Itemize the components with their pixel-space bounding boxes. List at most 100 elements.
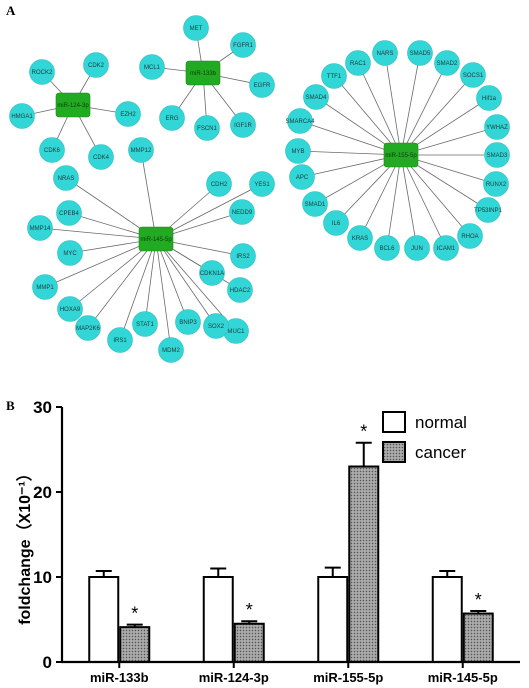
bar-normal-mir-155-5p xyxy=(317,576,349,663)
target-node-circle xyxy=(32,274,58,300)
y-axis-label: foldchange（X10⁻¹） xyxy=(16,465,34,625)
bar-chart: * * * * 0 10 20 30 miR-133b miR-124-3p miR-155-5p… xyxy=(16,398,520,685)
target-node-label: CDK2 xyxy=(88,63,105,69)
target-node-circle xyxy=(75,315,101,341)
target-node-myc: MYC xyxy=(57,240,83,266)
target-node-smarca4: SMARCA4 xyxy=(285,108,315,134)
target-node-label: IL6 xyxy=(332,221,341,227)
hub-node-mir-145-5p: miR-145-5p xyxy=(138,226,174,252)
target-node-circle xyxy=(230,243,256,269)
y-tick-label: 20 xyxy=(33,483,52,502)
edge-mir-145-5p-mdm2 xyxy=(155,238,172,351)
target-node-circle xyxy=(139,54,165,80)
target-node-smad1: SMAD1 xyxy=(302,191,328,217)
target-node-circle xyxy=(460,62,486,88)
target-node-circle xyxy=(175,309,201,335)
target-node-label: RUNX2 xyxy=(486,182,507,188)
target-node-label: EGFR xyxy=(254,83,271,89)
target-node-label: TTF1 xyxy=(327,74,342,80)
bar-cancer-mir-145-5p xyxy=(462,612,494,663)
target-node-label: RAC1 xyxy=(350,61,367,67)
bar-normal-mir-145-5p xyxy=(431,576,463,663)
hub-node-label: miR-145-5p xyxy=(140,237,172,243)
edge-mir-145-5p-mmp14 xyxy=(39,227,157,240)
target-node-label: NRAS xyxy=(58,176,75,182)
target-node-socs1: SOCS1 xyxy=(460,62,486,88)
target-node-label: ICAM1 xyxy=(437,246,456,252)
bar-normal-mir-133b xyxy=(88,576,120,663)
target-node-circle xyxy=(9,103,35,129)
target-node-circle xyxy=(457,223,483,249)
legend-swatch-normal xyxy=(382,411,406,433)
target-node-smad4: SMAD4 xyxy=(303,84,329,110)
x-tick-label-mir-145-5p: miR-145-5p xyxy=(428,670,498,685)
target-node-circle xyxy=(83,52,109,78)
target-node-irs2: IRS2 xyxy=(230,243,256,269)
target-node-label: IRS1 xyxy=(113,338,127,344)
target-node-circle xyxy=(229,199,255,225)
target-node-igf1r: IGF1R xyxy=(230,112,256,138)
edge-mir-155-5p-smad2 xyxy=(400,62,448,156)
edge-mir-145-5p-mmp1 xyxy=(44,238,157,288)
hub-node-mir-155-5p: miR-155-5p xyxy=(383,142,419,168)
legend-swatch-cancer xyxy=(382,441,406,463)
edge-mir-155-5p-nars xyxy=(384,52,402,156)
target-node-circle xyxy=(303,84,329,110)
edge-mir-145-5p-bnip3 xyxy=(155,238,189,323)
target-node-circle xyxy=(372,40,398,66)
significance-marker-mir-155-5p: * xyxy=(360,422,367,442)
target-node-circle xyxy=(199,260,225,286)
target-node-label: MYC xyxy=(63,251,77,257)
target-node-il6: IL6 xyxy=(323,210,349,236)
target-node-label: YWHAZ xyxy=(486,125,508,131)
target-node-label: EZH2 xyxy=(120,112,136,118)
target-node-circle xyxy=(183,15,209,41)
target-node-circle xyxy=(206,171,232,197)
hub-node-box xyxy=(185,60,221,86)
y-tick-label: 10 xyxy=(33,568,52,587)
target-node-cdh2: CDH2 xyxy=(206,171,232,197)
target-node-label: HOXA9 xyxy=(60,307,81,313)
target-node-label: BCL6 xyxy=(379,246,395,252)
target-node-hif1a: Hif1a xyxy=(476,85,502,111)
target-node-circle xyxy=(57,240,83,266)
target-node-circle xyxy=(39,137,65,163)
target-node-circle xyxy=(249,72,275,98)
target-node-circle xyxy=(407,40,433,66)
target-node-circle xyxy=(53,165,79,191)
target-node-label: CDK4 xyxy=(93,155,110,161)
target-node-label: NARS xyxy=(377,51,394,57)
target-node-rhoa: RHOA xyxy=(457,223,483,249)
edge-mir-155-5p-rac1 xyxy=(357,62,402,156)
target-node-label: NEDD9 xyxy=(232,210,253,216)
target-node-yes1: YES1 xyxy=(249,171,275,197)
target-node-ywhaz: YWHAZ xyxy=(484,114,510,140)
target-node-jun: JUN xyxy=(404,235,430,261)
target-node-circle xyxy=(476,85,502,111)
target-node-mmp12: MMP12 xyxy=(128,137,154,163)
target-node-label: HDAC2 xyxy=(230,288,251,294)
target-node-rac1: RAC1 xyxy=(345,50,371,76)
target-node-ttf1: TTF1 xyxy=(321,63,347,89)
panel-b-letter: B xyxy=(6,398,15,413)
edge-mir-145-5p-yes1 xyxy=(155,183,263,240)
target-node-met: MET xyxy=(183,15,209,41)
target-node-circle xyxy=(345,50,371,76)
target-node-smad5: SMAD5 xyxy=(407,40,433,66)
target-node-label: MAP2K6 xyxy=(76,326,100,332)
target-node-circle xyxy=(27,215,53,241)
network-diagram: MET FGFR1 EGFR IGF1R FSCN1 ERG MCL1 miR-133b CDK… xyxy=(9,15,510,363)
target-node-cdkn1a: CDKN1A xyxy=(199,260,225,286)
target-node-label: SMAD5 xyxy=(410,51,431,57)
target-node-label: ROCK2 xyxy=(32,70,53,76)
significance-marker-mir-133b: * xyxy=(131,604,138,624)
target-node-circle xyxy=(475,197,501,223)
target-node-label: MMP1 xyxy=(36,285,54,291)
target-node-label: MDM2 xyxy=(162,348,180,354)
hub-node-box xyxy=(55,92,91,118)
target-node-hoxa9: HOXA9 xyxy=(57,296,83,322)
target-node-label: FGFR1 xyxy=(233,43,253,49)
target-node-circle xyxy=(302,191,328,217)
bar-cancer-mir-124-3p xyxy=(233,622,265,663)
